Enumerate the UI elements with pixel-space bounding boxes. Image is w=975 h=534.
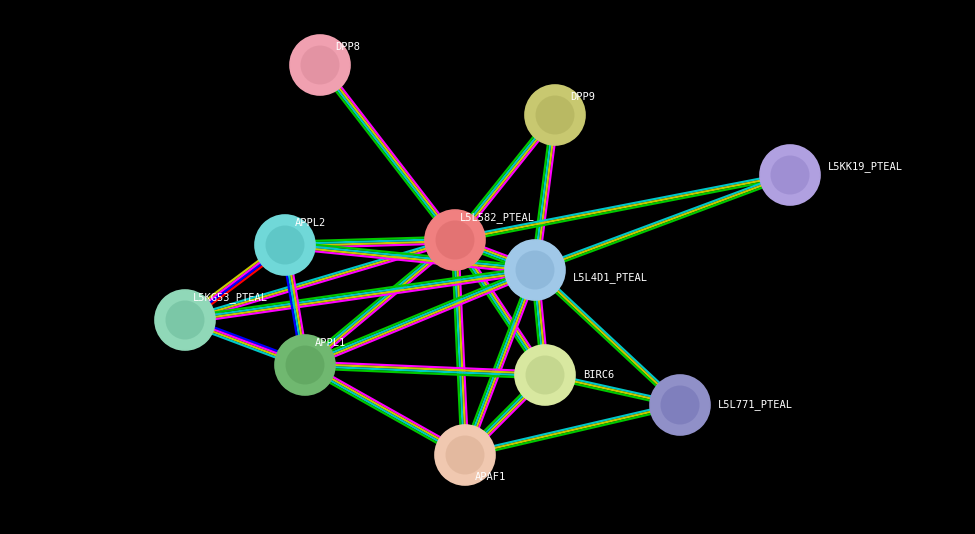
Circle shape (435, 425, 495, 485)
Circle shape (515, 345, 575, 405)
Text: APAF1: APAF1 (475, 472, 506, 482)
Circle shape (300, 45, 339, 84)
Text: L5L582_PTEAL: L5L582_PTEAL (460, 213, 535, 223)
Text: DPP9: DPP9 (570, 92, 595, 102)
Circle shape (166, 301, 205, 340)
Circle shape (286, 345, 325, 384)
Circle shape (275, 335, 335, 395)
Circle shape (255, 215, 315, 275)
Circle shape (290, 35, 350, 95)
Text: L5KG53_PTEAL: L5KG53_PTEAL (193, 293, 268, 303)
Circle shape (265, 225, 304, 264)
Text: L5L4D1_PTEAL: L5L4D1_PTEAL (573, 272, 648, 284)
Circle shape (436, 221, 475, 260)
Circle shape (760, 145, 820, 205)
Circle shape (526, 356, 565, 395)
Circle shape (155, 290, 215, 350)
Circle shape (660, 386, 699, 425)
Circle shape (516, 250, 555, 289)
Circle shape (446, 436, 485, 475)
Circle shape (525, 85, 585, 145)
Circle shape (425, 210, 485, 270)
Circle shape (770, 155, 809, 194)
Circle shape (505, 240, 565, 300)
Text: APPL2: APPL2 (295, 218, 327, 228)
Text: DPP8: DPP8 (335, 42, 360, 52)
Text: BIRC6: BIRC6 (583, 370, 614, 380)
Circle shape (650, 375, 710, 435)
Circle shape (535, 96, 574, 135)
Text: L5L771_PTEAL: L5L771_PTEAL (718, 399, 793, 411)
Text: L5KK19_PTEAL: L5KK19_PTEAL (828, 162, 903, 172)
Text: APPL1: APPL1 (315, 338, 346, 348)
